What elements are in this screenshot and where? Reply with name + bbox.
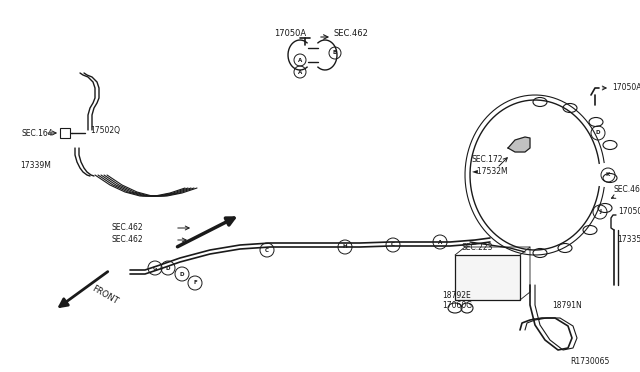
Text: 17339M: 17339M: [20, 160, 51, 170]
Text: C: C: [265, 247, 269, 253]
Text: G: G: [153, 266, 157, 270]
Bar: [455, 255, 520, 300]
Text: B: B: [333, 51, 337, 55]
Polygon shape: [508, 137, 530, 152]
Text: F: F: [193, 280, 197, 285]
Text: SEC.462: SEC.462: [112, 235, 143, 244]
Text: D: D: [180, 272, 184, 276]
Text: 17050A: 17050A: [612, 83, 640, 93]
Text: SEC.223: SEC.223: [462, 244, 493, 253]
Text: R1730065: R1730065: [570, 357, 609, 366]
Text: 17050F: 17050F: [618, 208, 640, 217]
Text: A: A: [438, 240, 442, 244]
Text: SEC.164: SEC.164: [22, 128, 54, 138]
Text: 17502Q: 17502Q: [90, 125, 120, 135]
Text: 18791N: 18791N: [552, 301, 582, 310]
Text: 18792E: 18792E: [442, 291, 471, 299]
Text: SEC.462: SEC.462: [613, 186, 640, 195]
Text: A: A: [298, 58, 302, 62]
Text: 17335X: 17335X: [617, 235, 640, 244]
Text: H: H: [342, 244, 348, 250]
Text: FRONT: FRONT: [90, 284, 120, 306]
Text: ◄17532M: ◄17532M: [472, 167, 509, 176]
Text: C: C: [391, 243, 395, 247]
Text: 17060G: 17060G: [442, 301, 472, 311]
Bar: [60, 128, 70, 138]
Text: 17050A: 17050A: [274, 29, 306, 38]
Text: SEC.462: SEC.462: [334, 29, 369, 38]
Text: D: D: [166, 266, 170, 270]
Text: SEC.462: SEC.462: [112, 224, 143, 232]
Text: J: J: [599, 209, 601, 215]
Text: K: K: [606, 173, 610, 177]
Text: D: D: [596, 131, 600, 135]
Text: A: A: [298, 70, 302, 74]
Text: SEC.172: SEC.172: [472, 155, 504, 164]
